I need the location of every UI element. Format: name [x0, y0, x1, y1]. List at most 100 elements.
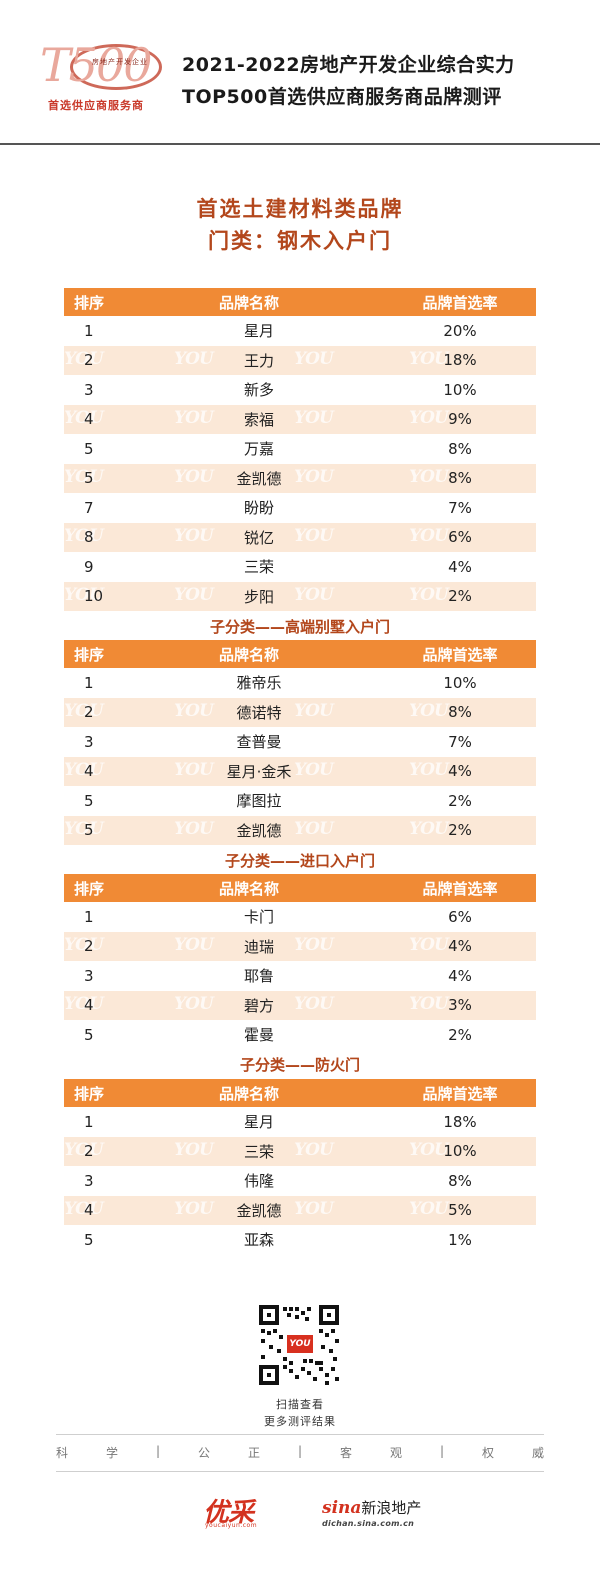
- qr-module: [307, 1371, 311, 1375]
- table-row: 1 雅帝乐 10%: [64, 668, 536, 698]
- qr-module: [283, 1357, 287, 1361]
- qr-module: [329, 1349, 333, 1353]
- subcategory-title-villa: 子分类——高端别墅入户门: [209, 618, 390, 636]
- qr-module: [319, 1367, 323, 1371]
- logo-subtitle: 首选供应商服务商: [48, 99, 144, 112]
- table-row: 3 新多 10%: [64, 375, 536, 405]
- qr-module: [325, 1381, 329, 1385]
- row-preference-rate: 10%: [443, 380, 477, 399]
- row-rank: 5: [84, 1025, 94, 1044]
- row-preference-rate: 7%: [448, 732, 472, 751]
- qr-module: [283, 1307, 287, 1311]
- row-rank: 1: [84, 673, 94, 692]
- qr-module: [331, 1329, 335, 1333]
- row-rank: 9: [84, 557, 94, 576]
- qr-module: [303, 1359, 307, 1363]
- row-rank: 4: [84, 762, 94, 781]
- row-rank: 3: [84, 1171, 94, 1190]
- qr-module: [277, 1349, 281, 1353]
- row-preference-rate: 2%: [448, 821, 472, 840]
- row-rank: 5: [84, 791, 94, 810]
- row-brand-name: 王力: [243, 351, 274, 370]
- row-preference-rate: 8%: [448, 469, 472, 488]
- table-row: 3 查普曼 7%: [64, 727, 536, 757]
- scan-instruction-line1: 扫描查看: [276, 1398, 324, 1411]
- qr-module: [289, 1369, 293, 1373]
- table-row: 9 三荣 4%: [64, 552, 536, 582]
- table-header: 排序 品牌名称 品牌首选率: [64, 640, 536, 668]
- qr-module: [279, 1335, 283, 1339]
- column-header-name: 品牌名称: [218, 879, 279, 898]
- qr-module: [319, 1361, 323, 1365]
- row-rank: 5: [84, 1230, 94, 1249]
- row-rank: 2: [84, 703, 94, 722]
- row-brand-name: 查普曼: [236, 733, 282, 752]
- qr-module: [313, 1377, 317, 1381]
- table-row: YOU YOU YOU YOU 10 步阳 2%: [64, 581, 536, 611]
- motto-char: 正: [247, 1446, 260, 1460]
- table-row: YOU YOU YOU YOU 2 迪瑞 4%: [64, 931, 536, 961]
- section-title: 首选土建材料类品牌: [196, 197, 404, 221]
- subcategory-title-fire: 子分类——防火门: [239, 1056, 360, 1074]
- motto-char: 观: [389, 1446, 402, 1460]
- row-rank: 3: [84, 732, 94, 751]
- row-brand-name: 索福: [243, 410, 274, 429]
- row-brand-name: 雅帝乐: [236, 674, 282, 693]
- qr-center-logo: YOU: [287, 1335, 313, 1353]
- sina-url: dichan.sina.com.cn: [322, 1519, 415, 1528]
- row-preference-rate: 7%: [448, 498, 472, 517]
- row-rank: 4: [84, 410, 94, 429]
- qr-module: [331, 1367, 335, 1371]
- column-header-rate: 品牌首选率: [422, 1084, 498, 1103]
- row-brand-name: 迪瑞: [243, 937, 274, 956]
- row-rank: 7: [84, 498, 94, 517]
- row-brand-name: 碧方: [243, 996, 274, 1015]
- table-header: 排序 品牌名称 品牌首选率: [64, 1079, 536, 1107]
- row-rank: 2: [84, 1142, 94, 1161]
- footer-motto: 科 学 | 公 正 | 客 观 | 权 威: [56, 1444, 544, 1461]
- qr-module: [305, 1317, 309, 1321]
- row-brand-name: 步阳: [243, 587, 274, 606]
- row-brand-name: 伟隆: [243, 1172, 274, 1191]
- qr-module: [261, 1355, 265, 1359]
- qr-module: [315, 1361, 319, 1365]
- column-header-rate: 品牌首选率: [422, 293, 498, 312]
- table-row: YOU YOU YOU YOU 4 金凯德 5%: [64, 1195, 536, 1225]
- qr-module: [325, 1373, 329, 1377]
- row-preference-rate: 2%: [448, 791, 472, 810]
- section-subtitle: 门类：钢木入户门: [208, 229, 392, 253]
- row-brand-name: 星月: [243, 1113, 274, 1132]
- row-rank: 1: [84, 1112, 94, 1131]
- column-header-rank: 排序: [73, 879, 104, 898]
- row-brand-name: 新多: [243, 381, 274, 400]
- table-row: 1 星月 18%: [64, 1107, 536, 1137]
- row-preference-rate: 9%: [448, 410, 472, 429]
- row-brand-name: 星月: [243, 322, 274, 341]
- motto-char: 科: [56, 1446, 69, 1460]
- qr-module: [301, 1311, 305, 1315]
- row-brand-name: 摩图拉: [236, 792, 282, 811]
- header-title-line1: 2021-2022房地产开发企业综合实力: [182, 54, 515, 76]
- row-preference-rate: 5%: [448, 1201, 472, 1220]
- youcai-url: youcaiyun.com: [205, 1522, 258, 1529]
- ranking-table-fire: 排序 品牌名称 品牌首选率 1 星月 18% YOU YOU YOU YOU 2 三荣 10% 3 伟隆 8%…: [64, 1079, 536, 1255]
- row-rank: 1: [84, 907, 94, 926]
- qr-module: [289, 1361, 293, 1365]
- motto-char: 公: [197, 1446, 210, 1460]
- row-brand-name: 金凯德: [236, 1201, 282, 1220]
- qr-module: [295, 1315, 299, 1319]
- row-brand-name: 亚森: [243, 1231, 274, 1250]
- header-divider: [0, 143, 600, 145]
- row-rank: 8: [84, 528, 94, 547]
- qr-module: [269, 1345, 273, 1349]
- row-preference-rate: 6%: [448, 907, 472, 926]
- ranking-table-villa: 排序 品牌名称 品牌首选率 1 雅帝乐 10% YOU YOU YOU YOU 2 德诺特 8% 3 查普曼…: [64, 640, 536, 845]
- column-header-rank: 排序: [73, 645, 104, 664]
- motto-char: 权: [481, 1446, 494, 1460]
- qr-module: [309, 1359, 313, 1363]
- ranking-table-main: 排序 品牌名称 品牌首选率 1 星月 20% YOU YOU YOU YOU 2 王力 18% 3 新多 10…: [64, 288, 536, 611]
- row-rank: 4: [84, 1201, 94, 1220]
- sina-wordmark: sina: [322, 1498, 362, 1518]
- qr-code[interactable]: YOU: [259, 1305, 339, 1385]
- row-preference-rate: 4%: [448, 762, 472, 781]
